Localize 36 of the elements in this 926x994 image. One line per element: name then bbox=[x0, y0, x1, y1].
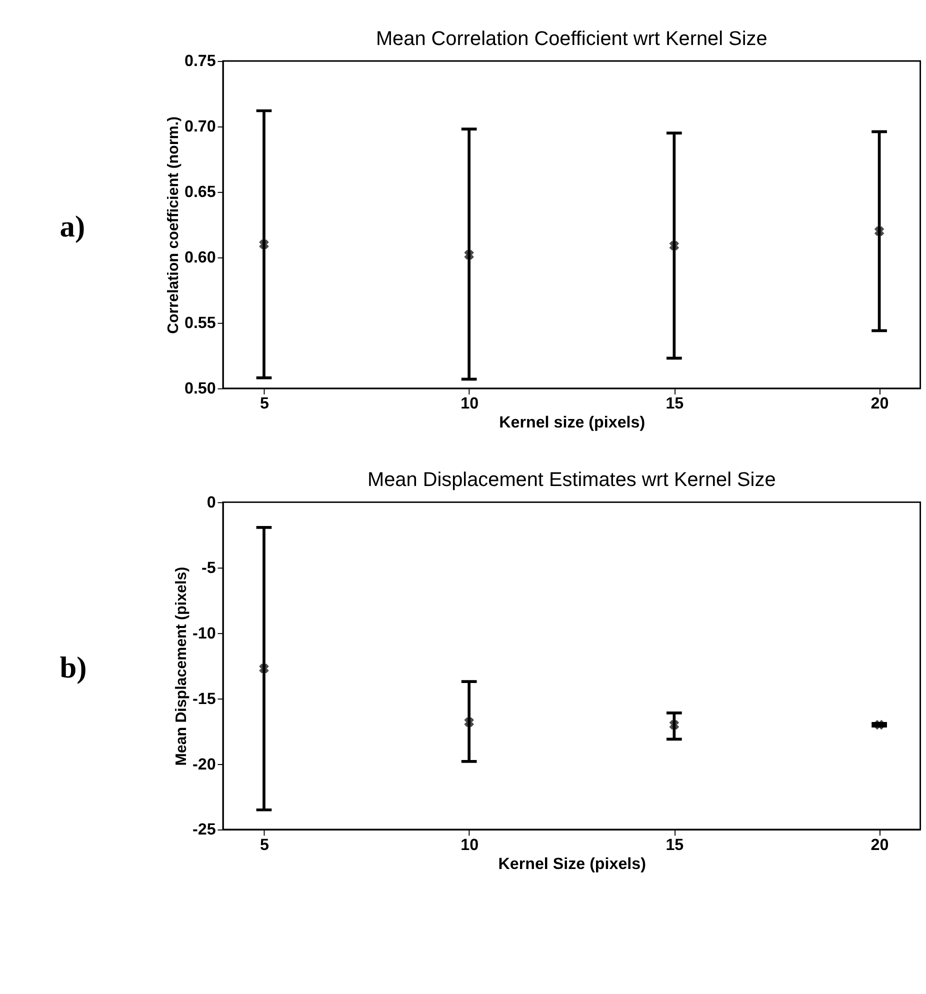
chart-title: Mean Displacement Estimates wrt Kernel Size bbox=[368, 469, 776, 492]
x-tick-label: 5 bbox=[260, 394, 269, 413]
y-axis-title: Correlation coefficient (norm.) bbox=[164, 116, 182, 334]
text: a) bbox=[60, 210, 86, 244]
point bbox=[259, 664, 269, 674]
text: b) bbox=[60, 650, 87, 685]
x-tick-label: 15 bbox=[666, 394, 684, 413]
x-axis-title: Kernel Size (pixels) bbox=[498, 854, 646, 873]
x-tick-label: 5 bbox=[260, 836, 269, 854]
x-tick-label: 20 bbox=[870, 394, 889, 413]
y-tick-label: 0.70 bbox=[184, 118, 216, 136]
y-tick-label: -5 bbox=[202, 558, 216, 577]
point bbox=[874, 720, 884, 730]
point bbox=[669, 720, 680, 730]
x-tick-label: 20 bbox=[870, 836, 889, 854]
y-tick-label: 0.75 bbox=[184, 52, 216, 70]
chart-title: Mean Correlation Coefficient wrt Kernel Size bbox=[376, 28, 768, 50]
x-tick-label: 10 bbox=[460, 394, 479, 413]
y-tick-label: -10 bbox=[192, 624, 216, 642]
y-tick-label: 0.60 bbox=[184, 248, 216, 267]
x-tick-label: 15 bbox=[666, 836, 684, 854]
y-tick-label: -25 bbox=[192, 820, 216, 839]
point bbox=[464, 717, 474, 728]
y-tick-label: 0.55 bbox=[184, 314, 216, 332]
x-axis-title: Kernel size (pixels) bbox=[499, 414, 646, 432]
point bbox=[874, 226, 884, 236]
y-tick-label: -20 bbox=[192, 755, 216, 774]
y-tick-label: 0.65 bbox=[184, 183, 216, 202]
point bbox=[464, 250, 474, 260]
point bbox=[259, 239, 269, 250]
y-tick-label: -15 bbox=[192, 690, 216, 708]
y-tick-label: 0 bbox=[206, 493, 216, 512]
x-tick-label: 10 bbox=[460, 836, 479, 854]
y-axis-title: Mean Displacement (pixels) bbox=[172, 566, 190, 766]
point bbox=[669, 240, 680, 251]
y-tick-label: 0.50 bbox=[184, 380, 216, 398]
